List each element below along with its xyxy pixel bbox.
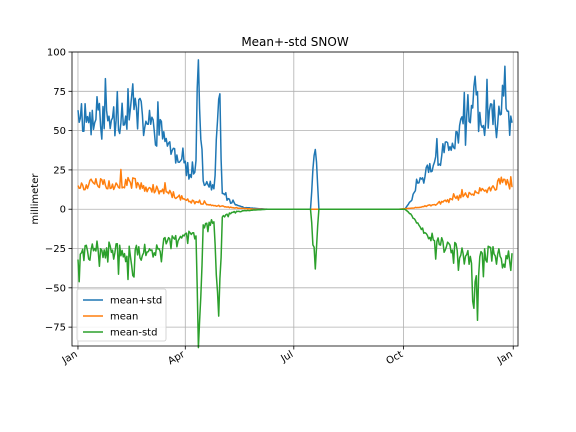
y-tick-label: 100	[47, 48, 66, 59]
y-tick-label: 75	[53, 87, 66, 98]
y-tick-label: 50	[53, 126, 66, 137]
y-tick-label: −50	[45, 283, 66, 294]
legend: mean+std mean mean-std	[76, 288, 167, 342]
x-axis: Jan Apr Jul Oct Jan	[60, 346, 515, 367]
series-line-mean-std	[77, 208, 513, 349]
legend-box	[76, 288, 167, 342]
y-tick-label: −75	[45, 323, 66, 334]
series-lines	[77, 59, 513, 349]
legend-label: mean-std	[110, 328, 157, 339]
y-axis-title: millimeter	[30, 173, 41, 225]
x-tick-label: Jan	[495, 349, 515, 367]
chart-title: Mean+-std SNOW	[241, 35, 349, 49]
legend-label: mean+std	[110, 296, 162, 307]
legend-label: mean	[110, 312, 138, 323]
x-tick-label: Oct	[385, 349, 406, 367]
plot-frame	[71, 51, 519, 347]
y-tick-label: 0	[60, 205, 66, 216]
y-axis: 100 75 50 25 0 −25 −50 −75	[45, 48, 72, 334]
x-tick-label: Jul	[278, 349, 295, 365]
x-tick-label: Jan	[60, 349, 80, 367]
y-tick-label: −25	[45, 244, 66, 255]
x-tick-label: Apr	[166, 349, 187, 368]
series-line-mean	[77, 168, 513, 210]
y-tick-label: 25	[53, 165, 66, 176]
